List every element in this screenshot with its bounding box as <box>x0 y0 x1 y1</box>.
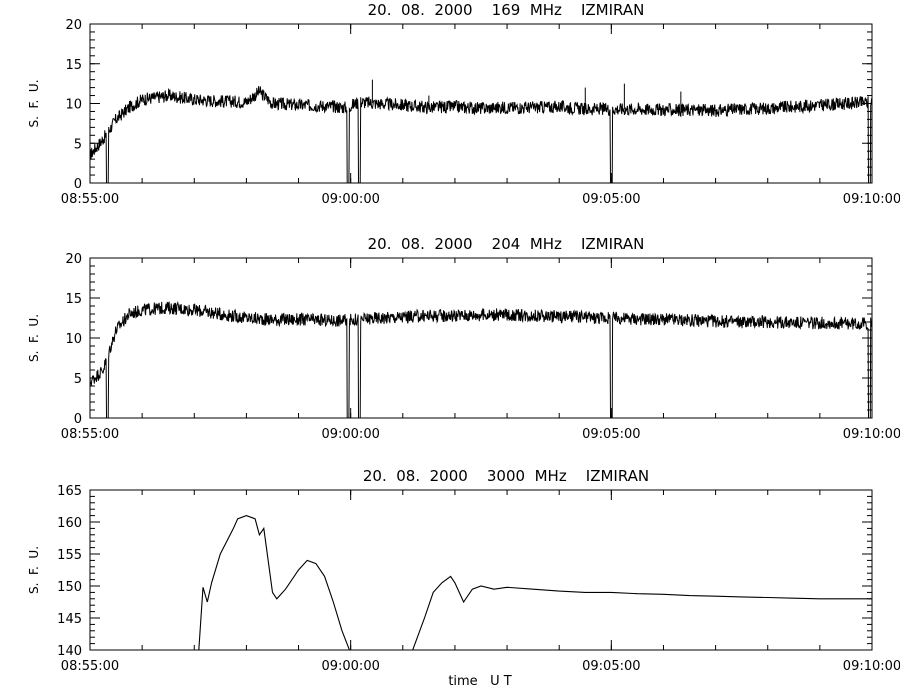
y-tick-label: 155 <box>57 548 82 563</box>
y-tick-label: 15 <box>65 292 82 307</box>
axes-169mhz: 0 5 10 15 20 08:55:00 09:00:00 09:05:00 09:10:00 <box>61 18 900 207</box>
x-tick-label: 09:10:00 <box>843 192 900 207</box>
y-tick-label: 150 <box>57 580 82 595</box>
y-tick-label: 20 <box>65 18 82 33</box>
plot-frame <box>89 489 873 651</box>
y-tick-label: 10 <box>65 332 82 347</box>
x-tick-label: 09:10:00 <box>843 427 900 442</box>
y-tick-label: 0 <box>74 412 82 427</box>
x-tick-label: 08:55:00 <box>61 192 119 207</box>
series-line <box>90 86 872 183</box>
x-tick-label: 09:00:00 <box>321 659 379 674</box>
x-tick-label: 09:10:00 <box>843 659 900 674</box>
y-tick-label: 5 <box>74 372 82 387</box>
plot-frame <box>89 257 873 419</box>
series-clip-group <box>90 79 872 183</box>
x-axis-label-time: time U T <box>448 674 511 689</box>
y-tick-label: 165 <box>57 484 82 499</box>
x-tick-label: 09:00:00 <box>321 192 379 207</box>
data-series-204mhz <box>90 300 872 418</box>
axes-204mhz: 0 5 10 15 20 08:55:00 09:00:00 09:05:00 09:10:00 <box>61 252 900 442</box>
data-series-169mhz <box>90 79 872 183</box>
chart-title-3000mhz: 20. 08. 2000 3000 MHz IZMIRAN <box>363 467 649 485</box>
y-tick-label: 160 <box>57 516 82 531</box>
chart-panel-169mhz: 20. 08. 2000 169 MHz IZMIRAN S. F. U. 0 5… <box>27 1 900 207</box>
y-tick-label: 20 <box>65 252 82 267</box>
series-clip-group <box>90 300 872 418</box>
series-line-segment-1 <box>198 515 351 650</box>
x-tick-label: 08:55:00 <box>61 659 119 674</box>
y-tick-label: 15 <box>65 58 82 73</box>
y-tick-label: 0 <box>74 177 82 192</box>
y-tick-label: 10 <box>65 98 82 113</box>
y-axis-label-169mhz: S. F. U. <box>27 79 41 127</box>
x-tick-label: 09:05:00 <box>582 659 640 674</box>
x-tick-label: 09:05:00 <box>582 427 640 442</box>
series-line-segment-2 <box>412 575 872 650</box>
x-tick-label: 09:00:00 <box>321 427 379 442</box>
series-clip-group <box>198 515 872 650</box>
data-series-3000mhz <box>198 515 872 650</box>
y-tick-label: 5 <box>74 137 82 152</box>
x-tick-label: 08:55:00 <box>61 427 119 442</box>
chart-title-169mhz: 20. 08. 2000 169 MHz IZMIRAN <box>368 1 645 19</box>
axes-3000mhz: 140 145 150 155 160 165 08:55:00 09:00:00 09:05:… <box>57 484 900 674</box>
x-tick-label: 09:05:00 <box>582 192 640 207</box>
series-line <box>90 300 872 418</box>
y-axis-label-3000mhz: S. F. U. <box>27 546 41 594</box>
chart-panel-204mhz: 20. 08. 2000 204 MHz IZMIRAN S. F. U. 0 5… <box>27 235 900 442</box>
y-tick-label: 145 <box>57 612 82 627</box>
chart-panel-3000mhz: 20. 08. 2000 3000 MHz IZMIRAN S. F. U. 1… <box>27 467 900 674</box>
y-tick-label: 140 <box>57 644 82 659</box>
chart-title-204mhz: 20. 08. 2000 204 MHz IZMIRAN <box>368 235 645 253</box>
y-axis-label-204mhz: S. F. U. <box>27 314 41 362</box>
